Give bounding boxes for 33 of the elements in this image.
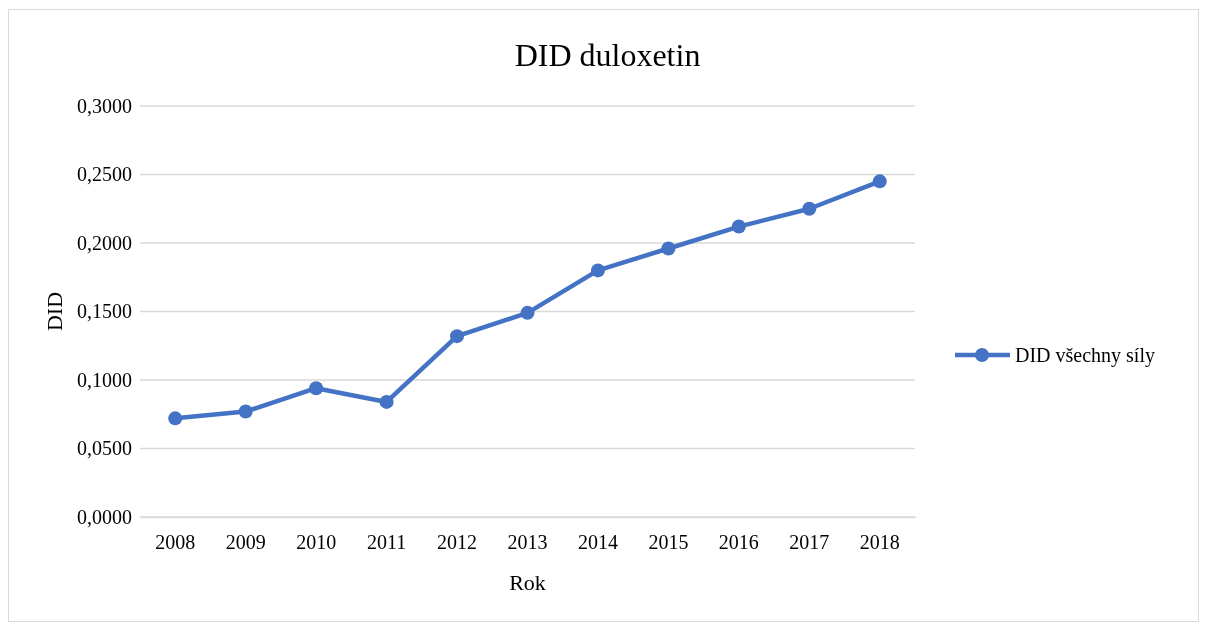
- x-tick-label: 2012: [437, 531, 478, 554]
- y-tick-label: 0,1000: [77, 368, 132, 391]
- point: [802, 201, 817, 216]
- y-tick-label: 0,0000: [77, 505, 132, 528]
- point: [731, 219, 746, 234]
- x-tick-label: 2011: [366, 531, 407, 554]
- x-tick-label: 2013: [507, 531, 548, 554]
- y-tick-label: 0,2000: [77, 231, 132, 254]
- point: [661, 241, 676, 256]
- x-tick-label: 2008: [155, 531, 196, 554]
- point: [872, 174, 887, 189]
- x-tick-label: 2014: [577, 531, 618, 554]
- point: [168, 411, 183, 426]
- x-tick-label: 2017: [789, 531, 830, 554]
- point: [450, 329, 465, 344]
- point: [590, 263, 605, 278]
- y-tick-label: 0,0500: [77, 437, 132, 460]
- y-tick-label: 0,2500: [77, 163, 132, 186]
- x-tick-label: 2009: [225, 531, 266, 554]
- y-axis-title: DID: [42, 291, 67, 332]
- y-tick-label: 0,3000: [77, 94, 132, 117]
- legend-label: DID všechny síly: [1015, 344, 1155, 367]
- x-tick-label: 2015: [648, 531, 689, 554]
- x-tick-label: 2018: [859, 531, 900, 554]
- y-tick-label: 0,1500: [77, 300, 132, 323]
- x-tick-label: 2016: [718, 531, 759, 554]
- x-tick-label: 2010: [296, 531, 337, 554]
- point: [238, 404, 253, 419]
- point: [379, 394, 394, 409]
- point: [309, 381, 324, 396]
- chart-title: DID duloxetin: [514, 37, 701, 73]
- x-axis-title: Rok: [509, 570, 546, 595]
- point: [520, 305, 535, 320]
